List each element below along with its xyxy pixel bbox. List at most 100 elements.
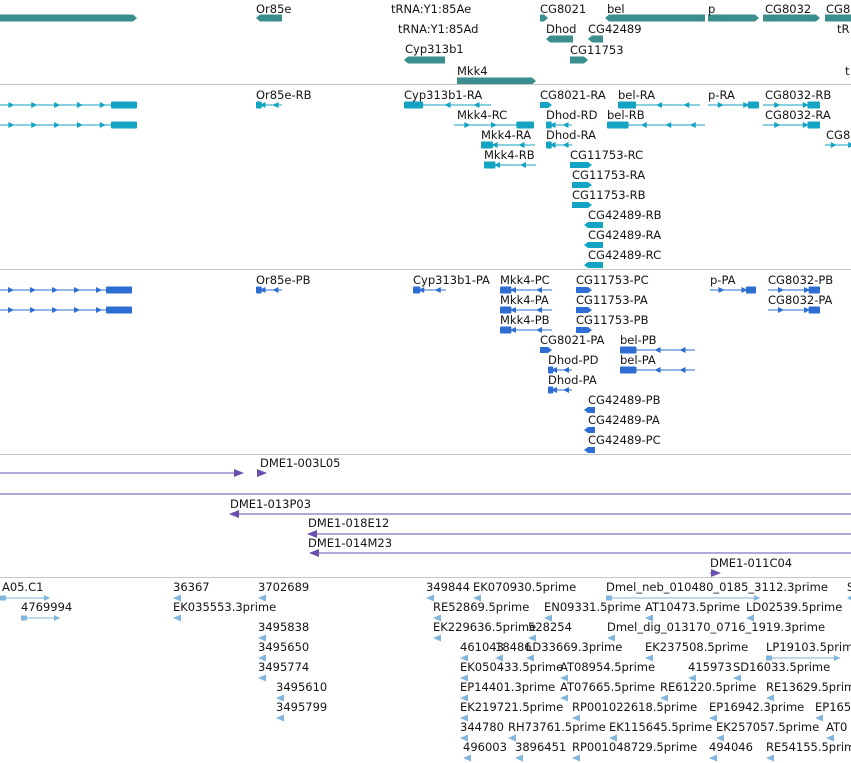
494046-feature-glyph[interactable]: [709, 754, 717, 762]
cyp313b1-pa-feature-glyph[interactable]: [413, 286, 446, 294]
ep14401-3prime-feature-glyph[interactable]: [460, 694, 468, 702]
dme1-003l05-feature-glyph[interactable]: [257, 469, 267, 477]
cg11753-rb-label[interactable]: CG11753-RB: [572, 188, 646, 202]
461043-label[interactable]: 461043: [460, 640, 504, 654]
ep165-feature-glyph[interactable]: [815, 714, 823, 722]
3702689-label[interactable]: 3702689: [258, 580, 310, 594]
bel-rb-label[interactable]: bel-RB: [607, 108, 645, 122]
mkk4-rc-feature-glyph[interactable]: [454, 121, 534, 129]
cg11753-label[interactable]: CG11753: [570, 43, 624, 57]
at10473-5prime-label[interactable]: AT10473.5prime: [645, 600, 741, 614]
496003-feature-glyph[interactable]: [463, 754, 471, 762]
bel-pa-label[interactable]: bel-PA: [620, 353, 656, 367]
re61220-5prime-feature-glyph[interactable]: [660, 694, 668, 702]
mkk4-pa-feature-glyph[interactable]: [500, 306, 552, 314]
ld02539-5prime-feature-glyph[interactable]: [746, 614, 754, 622]
p-label[interactable]: p: [708, 2, 716, 16]
3495610-feature-glyph[interactable]: [276, 694, 284, 702]
cg8032-pa-feature-glyph[interactable]: [768, 306, 820, 314]
dme1-018e12-feature-glyph[interactable]: [307, 530, 851, 538]
ek070930-5prime-feature-glyph[interactable]: [473, 594, 481, 602]
cg42489-rb-feature-glyph[interactable]: [584, 222, 603, 228]
dmel-dig-013170-0716-1919-3prime-label[interactable]: Dmel_dig_013170_0716_1919.3prime: [607, 620, 826, 634]
bel-rb-feature-glyph[interactable]: [607, 121, 705, 129]
s-label[interactable]: S: [847, 580, 851, 594]
re52869-5prime-label[interactable]: RE52869.5prime: [433, 600, 530, 614]
p-feature-glyph[interactable]: [708, 14, 759, 22]
rp001048729-5prime-feature-glyph[interactable]: [572, 754, 580, 762]
3495799-feature-glyph[interactable]: [276, 714, 284, 722]
dme1-003l05-label[interactable]: DME1-003L05: [260, 456, 341, 470]
cg42489-ra-feature-glyph[interactable]: [584, 242, 603, 248]
dhod-rd-feature-glyph[interactable]: [546, 121, 572, 129]
bel-label[interactable]: bel: [607, 2, 625, 16]
cg8021-feature-glyph[interactable]: [540, 14, 548, 22]
3495650-feature-glyph[interactable]: [258, 654, 266, 662]
cg42489-pc-label[interactable]: CG42489-PC: [588, 433, 661, 447]
re52869-5prime-feature-glyph[interactable]: [433, 614, 441, 622]
cyp313b1-ra-feature-glyph[interactable]: [404, 101, 491, 109]
dhod-ra-feature-glyph[interactable]: [546, 141, 572, 149]
dhod-ra-label[interactable]: Dhod-RA: [546, 128, 597, 142]
bel-feature-glyph[interactable]: [605, 14, 705, 22]
or85e-label[interactable]: Or85e: [256, 2, 292, 16]
3495650-label[interactable]: 3495650: [258, 640, 310, 654]
3495838-label[interactable]: 3495838: [258, 620, 310, 634]
re54155-5prime-feature-glyph[interactable]: [766, 754, 774, 762]
at07665-5prime-label[interactable]: AT07665.5prime: [560, 680, 656, 694]
mkk4-rb-feature-glyph[interactable]: [484, 161, 536, 169]
rp001022618-5prime-label[interactable]: RP001022618.5prime: [572, 700, 698, 714]
cyp313b1-ra-label[interactable]: Cyp313b1-RA: [404, 88, 483, 102]
cg11753-ra-label[interactable]: CG11753-RA: [572, 168, 646, 182]
349844-feature-glyph[interactable]: [426, 594, 434, 602]
dme1-013p03-label[interactable]: DME1-013P03: [230, 497, 312, 511]
3495838-feature-glyph[interactable]: [258, 634, 266, 642]
mkk4-pa-label[interactable]: Mkk4-PA: [500, 293, 549, 307]
p-pa-label[interactable]: p-PA: [710, 273, 736, 287]
dhod-label[interactable]: Dhod: [546, 22, 577, 36]
415973-feature-glyph[interactable]: [688, 674, 696, 682]
cg42489-pb-feature-glyph[interactable]: [584, 407, 595, 413]
p-ra-label[interactable]: p-RA: [708, 88, 735, 102]
dme1-011c04-label[interactable]: DME1-011C04: [710, 556, 793, 570]
ek229636-5prime-label[interactable]: EK229636.5prime: [433, 620, 537, 634]
bel-pb-label[interactable]: bel-PB: [620, 333, 657, 347]
mkk4-pc-feature-glyph[interactable]: [500, 286, 552, 294]
cg8032-ra-label[interactable]: CG8032-RA: [765, 108, 831, 122]
cyp313b1-feature-glyph[interactable]: [404, 56, 445, 64]
at08954-5prime-feature-glyph[interactable]: [560, 674, 568, 682]
cg11753-pb-label[interactable]: CG11753-PB: [576, 313, 649, 327]
en09331-5prime-feature-glyph[interactable]: [544, 614, 552, 622]
mkk4-ra-label[interactable]: Mkk4-RA: [481, 128, 532, 142]
at08954-5prime-label[interactable]: AT08954.5prime: [560, 660, 656, 674]
cg8032-ra-feature-glyph[interactable]: [763, 121, 820, 129]
3495799-label[interactable]: 3495799: [276, 700, 328, 714]
mkk4-pb-label[interactable]: Mkk4-PB: [500, 313, 550, 327]
461043-feature-glyph[interactable]: [460, 654, 468, 662]
dhod-pa-label[interactable]: Dhod-PA: [548, 373, 597, 387]
at07665-5prime-feature-glyph[interactable]: [560, 694, 568, 702]
dhod-rd-label[interactable]: Dhod-RD: [546, 108, 598, 122]
ek257057-5prime-feature-glyph[interactable]: [716, 734, 724, 742]
ek257057-5prime-label[interactable]: EK257057.5prime: [716, 720, 820, 734]
at0-label[interactable]: AT0: [826, 720, 848, 734]
ep165-label[interactable]: EP165: [815, 700, 851, 714]
cg42489-pc-feature-glyph[interactable]: [584, 447, 595, 453]
cg8021-pa-feature-glyph[interactable]: [540, 347, 552, 353]
tr-label[interactable]: tR: [837, 22, 850, 36]
proteins-fragment-1-feature-glyph[interactable]: [0, 306, 132, 314]
lp19103-5prime-feature-glyph[interactable]: [766, 655, 840, 661]
dme1-013p03-feature-glyph[interactable]: [229, 510, 851, 518]
a05-c1-feature-glyph[interactable]: [0, 595, 50, 601]
cg42489-pb-label[interactable]: CG42489-PB: [588, 393, 661, 407]
mkk4-pc-label[interactable]: Mkk4-PC: [500, 273, 550, 287]
rp001022618-5prime-feature-glyph[interactable]: [572, 714, 580, 722]
cg11753-pa-label[interactable]: CG11753-PA: [576, 293, 648, 307]
344780-feature-glyph[interactable]: [460, 734, 468, 742]
cg42489-feature-glyph[interactable]: [588, 35, 603, 43]
cg8021-pa-label[interactable]: CG8021-PA: [540, 333, 605, 347]
cyp313b1-label[interactable]: Cyp313b1: [405, 42, 464, 56]
ek050433-5prime-label[interactable]: EK050433.5prime: [460, 660, 564, 674]
mkk4-rc-label[interactable]: Mkk4-RC: [457, 108, 508, 122]
